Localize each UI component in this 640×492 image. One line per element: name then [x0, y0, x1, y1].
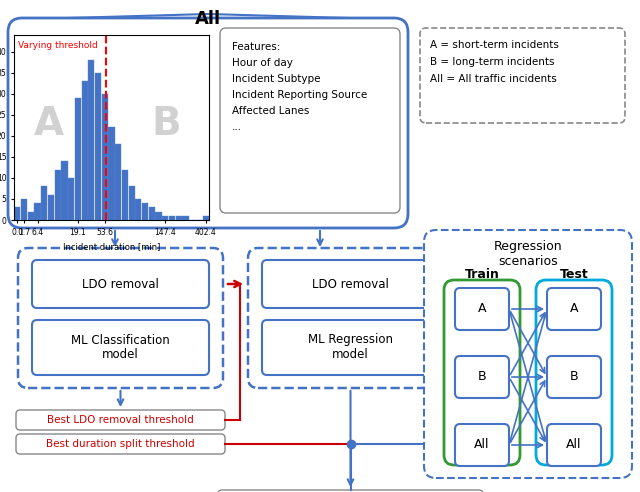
FancyBboxPatch shape [420, 28, 625, 123]
Text: B: B [151, 105, 181, 143]
Text: Best LDO removal threshold: Best LDO removal threshold [47, 415, 194, 425]
Text: A: A [34, 105, 64, 143]
Text: Test: Test [559, 268, 588, 281]
Text: B: B [570, 370, 579, 383]
Bar [88, 60, 95, 220]
X-axis label: Incident duration [min]: Incident duration [min] [63, 242, 160, 251]
FancyBboxPatch shape [444, 280, 520, 465]
Text: Features:
Hour of day
Incident Subtype
Incident Reporting Source
Affected Lanes
: Features: Hour of day Incident Subtype I… [232, 42, 367, 132]
Text: All: All [566, 438, 582, 452]
Text: Best duration split threshold: Best duration split threshold [46, 439, 195, 449]
Bar [54, 170, 61, 220]
Bar [95, 73, 101, 220]
Text: All: All [195, 10, 221, 28]
FancyBboxPatch shape [455, 288, 509, 330]
FancyBboxPatch shape [547, 356, 601, 398]
FancyBboxPatch shape [32, 320, 209, 375]
Text: Regression
scenarios: Regression scenarios [493, 240, 563, 268]
Bar [142, 203, 148, 220]
Bar [81, 81, 88, 220]
Text: LDO removal: LDO removal [312, 277, 389, 290]
FancyBboxPatch shape [248, 248, 453, 388]
Text: All: All [474, 438, 490, 452]
FancyBboxPatch shape [455, 356, 509, 398]
Bar [135, 199, 141, 220]
Text: Train: Train [465, 268, 499, 281]
Bar [28, 212, 34, 220]
Bar [115, 144, 122, 220]
FancyBboxPatch shape [16, 410, 225, 430]
FancyBboxPatch shape [547, 424, 601, 466]
Bar [156, 212, 162, 220]
FancyBboxPatch shape [218, 490, 483, 492]
Bar [108, 127, 115, 220]
Bar [162, 216, 168, 220]
Text: A = short-term incidents
B = long-term incidents
All = All traffic incidents: A = short-term incidents B = long-term i… [430, 40, 559, 84]
Text: B: B [477, 370, 486, 383]
Bar [175, 216, 182, 220]
Bar [41, 186, 47, 220]
Bar [75, 98, 81, 220]
FancyBboxPatch shape [547, 288, 601, 330]
FancyBboxPatch shape [18, 248, 223, 388]
Bar [61, 161, 68, 220]
Bar [102, 94, 108, 220]
Bar [21, 199, 27, 220]
FancyBboxPatch shape [8, 18, 408, 228]
Bar [48, 195, 54, 220]
FancyBboxPatch shape [455, 424, 509, 466]
FancyBboxPatch shape [262, 260, 439, 308]
Bar [68, 178, 74, 220]
Text: A: A [477, 303, 486, 315]
Text: Varying threshold: Varying threshold [18, 40, 98, 50]
Bar [14, 208, 20, 220]
Bar [148, 208, 155, 220]
Text: LDO removal: LDO removal [82, 277, 159, 290]
Text: A: A [570, 303, 579, 315]
FancyBboxPatch shape [16, 434, 225, 454]
FancyBboxPatch shape [32, 260, 209, 308]
FancyBboxPatch shape [536, 280, 612, 465]
Bar [129, 186, 135, 220]
Bar [182, 216, 189, 220]
FancyBboxPatch shape [424, 230, 632, 478]
FancyBboxPatch shape [262, 320, 439, 375]
FancyBboxPatch shape [220, 28, 400, 213]
Bar [202, 216, 209, 220]
Bar [35, 203, 40, 220]
Text: ML Classification
model: ML Classification model [71, 334, 170, 362]
Bar [122, 170, 128, 220]
Text: ML Regression
model: ML Regression model [308, 334, 393, 362]
Bar [169, 216, 175, 220]
